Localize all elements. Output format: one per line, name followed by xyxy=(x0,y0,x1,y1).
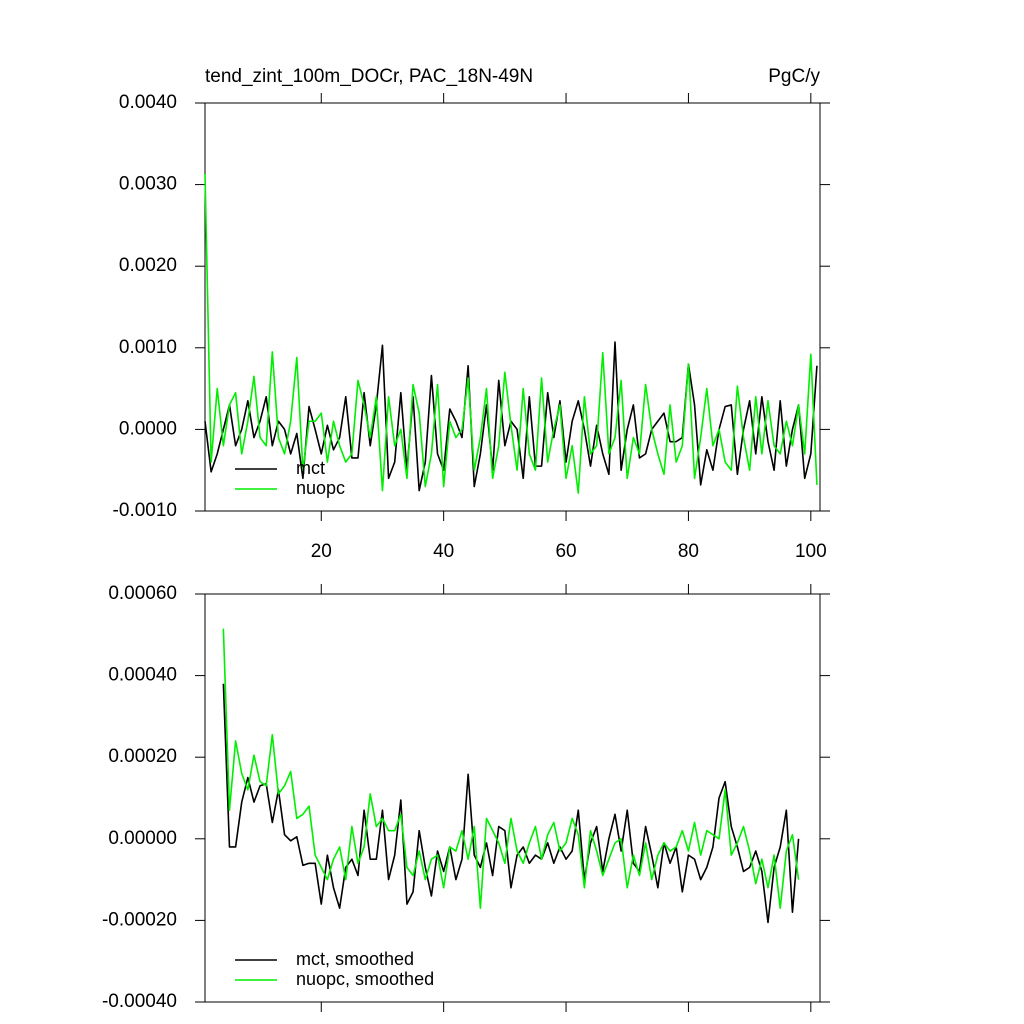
y-tick-label: 0.0040 xyxy=(119,92,177,113)
x-tick-label: 40 xyxy=(433,541,454,562)
y-tick-label: -0.00040 xyxy=(102,991,177,1012)
y-tick-label: 0.00040 xyxy=(108,665,177,686)
y-tick-label: -0.0010 xyxy=(113,500,177,521)
legend-label: mct xyxy=(296,458,325,478)
y-tick-label: -0.00020 xyxy=(102,909,177,930)
chart-title: tend_zint_100m_DOCr, PAC_18N-49N xyxy=(205,66,533,87)
y-tick-label: 0.00020 xyxy=(108,746,177,767)
data-line xyxy=(204,173,818,494)
x-tick-label: 20 xyxy=(311,541,332,562)
legend-label: nuopc, smoothed xyxy=(296,969,434,989)
plot-frame xyxy=(204,102,821,512)
units-label: PgC/y xyxy=(768,66,820,87)
data-line xyxy=(222,628,800,909)
y-tick-label: 0.0030 xyxy=(119,174,177,195)
y-tick-label: 0.00000 xyxy=(108,828,177,849)
x-tick-label: 100 xyxy=(795,541,827,562)
legend-label: nuopc xyxy=(296,478,345,498)
x-tick-label: 60 xyxy=(555,541,576,562)
x-tick-label: 80 xyxy=(678,541,699,562)
y-tick-label: 0.0020 xyxy=(119,255,177,276)
plot-frame xyxy=(204,593,821,1003)
y-tick-label: 0.00060 xyxy=(108,583,177,604)
y-tick-label: 0.0010 xyxy=(119,337,177,358)
y-tick-label: 0.0000 xyxy=(119,418,177,439)
data-line xyxy=(222,683,800,924)
legend-label: mct, smoothed xyxy=(296,949,414,969)
